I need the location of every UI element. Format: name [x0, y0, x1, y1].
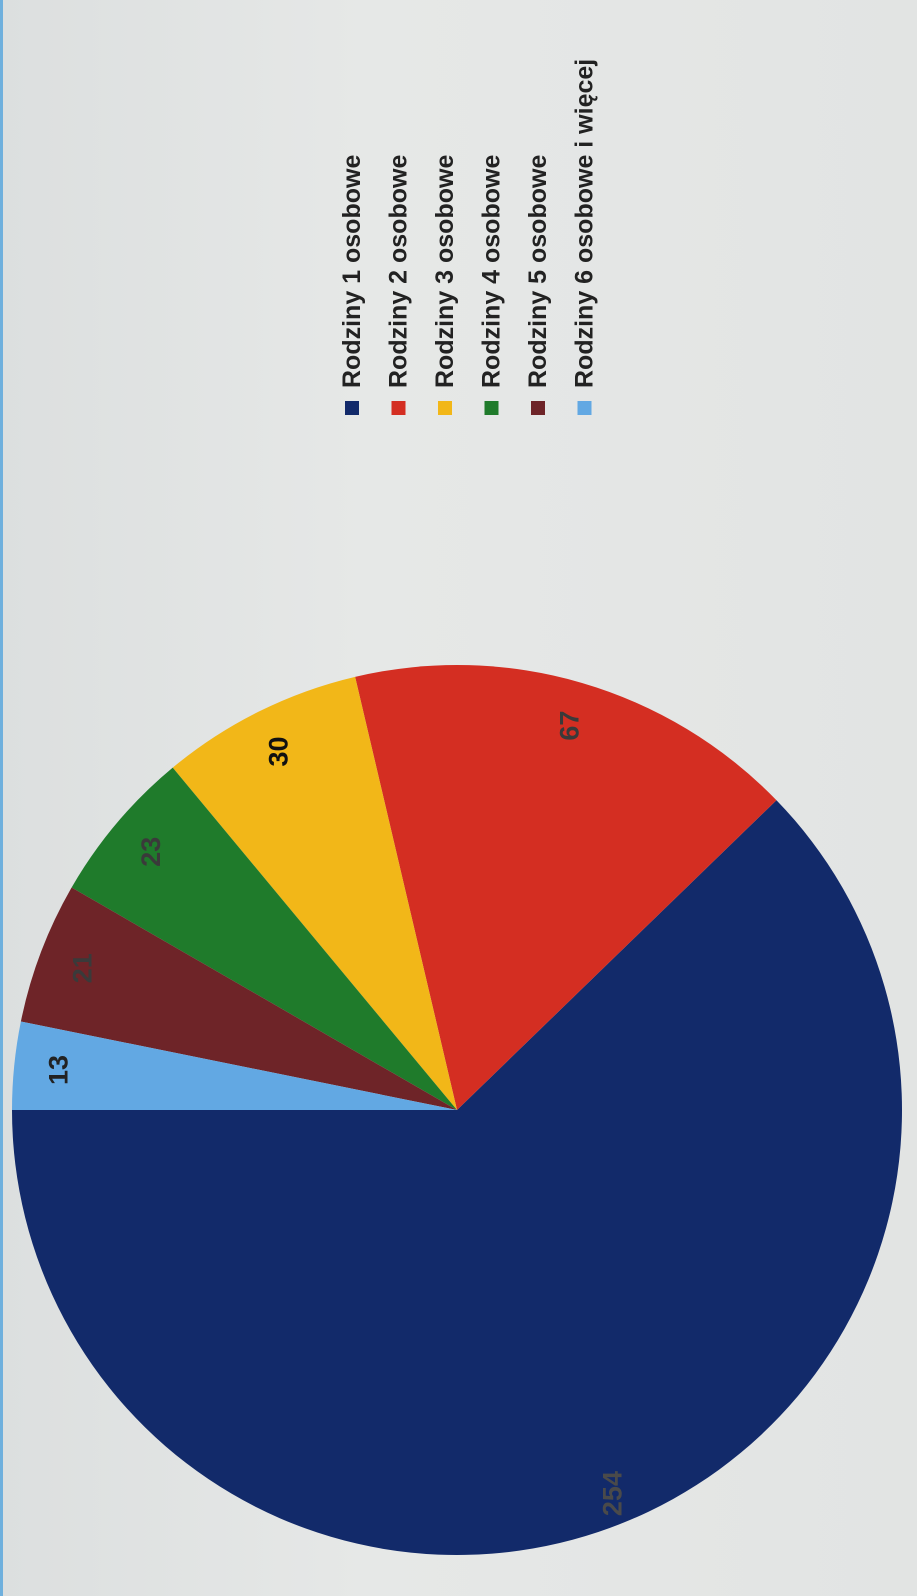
pie-slice-rodziny-3-osobowe	[172, 676, 457, 1110]
legend-label-rodziny-4-osobowe: Rodziny 4 osobowe	[478, 155, 506, 388]
legend-label-rodziny-2-osobowe: Rodziny 2 osobowe	[385, 155, 413, 388]
data-label-rodziny-4-osobowe: 23	[136, 837, 166, 867]
pie-data-labels: 254 67 30 23 21 13	[44, 711, 628, 1516]
data-label-rodziny-2-osobowe: 67	[555, 711, 585, 741]
data-label-rodziny-6-osobowe-i-wi-cej: 13	[44, 1055, 74, 1085]
pie-slice-rodziny-5-osobowe	[20, 887, 457, 1110]
legend-label-rodziny-1-osobowe: Rodziny 1 osobowe	[338, 155, 366, 388]
legend-swatch-rodziny-1-osobowe	[345, 401, 359, 415]
data-label-rodziny-5-osobowe: 21	[67, 953, 97, 983]
legend-label-rodziny-5-osobowe: Rodziny 5 osobowe	[524, 155, 552, 388]
pie-slice-rodziny-4-osobowe	[71, 767, 457, 1110]
legend-label-rodziny-6-osobowe-i-wi-cej: Rodziny 6 osobowe i więcej	[571, 59, 599, 388]
legend: Rodziny 1 osobowe Rodziny 2 osobowe Rodzin…	[338, 59, 599, 415]
data-label-rodziny-3-osobowe: 30	[263, 736, 293, 766]
legend-swatch-rodziny-5-osobowe	[531, 401, 545, 415]
legend-swatch-rodziny-2-osobowe	[391, 401, 406, 415]
pie-slice-rodziny-6-osobowe-i-wi-cej	[12, 1021, 457, 1110]
legend-swatch-rodziny-3-osobowe	[438, 401, 452, 415]
pie-slice-rodziny-2-osobowe	[355, 664, 777, 1110]
pie-slices	[12, 664, 902, 1555]
legend-label-rodziny-3-osobowe: Rodziny 3 osobowe	[431, 155, 459, 388]
legend-swatch-rodziny-6-osobowe-i-wi-cej	[577, 401, 592, 415]
pie-slice-rodziny-1-osobowe	[12, 800, 902, 1555]
legend-swatch-rodziny-4-osobowe	[484, 401, 499, 415]
left-edge-stripe	[0, 0, 3, 1596]
data-label-rodziny-1-osobowe: 254	[597, 1471, 627, 1516]
